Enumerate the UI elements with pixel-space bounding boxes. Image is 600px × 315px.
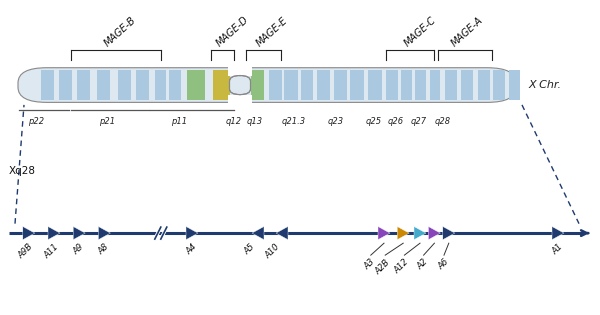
- Bar: [368, 70, 382, 100]
- Text: A8: A8: [97, 243, 111, 257]
- Bar: [155, 70, 166, 100]
- Bar: [269, 70, 282, 100]
- Bar: [136, 70, 149, 100]
- Polygon shape: [48, 226, 60, 240]
- Bar: [187, 70, 205, 100]
- Bar: [430, 70, 440, 100]
- Bar: [401, 70, 412, 100]
- Text: A5: A5: [243, 243, 257, 257]
- Text: A10: A10: [263, 243, 281, 261]
- Text: q21.3: q21.3: [282, 117, 306, 126]
- Text: MAGE-E: MAGE-E: [254, 15, 289, 49]
- Bar: [284, 70, 298, 100]
- Polygon shape: [73, 226, 85, 240]
- Bar: [478, 70, 490, 100]
- Polygon shape: [23, 226, 35, 240]
- Text: q13: q13: [247, 117, 263, 126]
- Text: MAGE-B: MAGE-B: [103, 15, 138, 49]
- Text: A6: A6: [436, 258, 451, 272]
- Polygon shape: [443, 226, 455, 240]
- Text: X Chr.: X Chr.: [528, 80, 561, 90]
- Bar: [334, 70, 347, 100]
- Bar: [251, 70, 264, 100]
- Text: A2B: A2B: [373, 258, 392, 276]
- Text: MAGE-D: MAGE-D: [214, 14, 250, 49]
- FancyBboxPatch shape: [18, 68, 516, 102]
- Bar: [317, 70, 330, 100]
- Text: MAGE-C: MAGE-C: [403, 15, 438, 49]
- Text: A4: A4: [184, 243, 199, 257]
- Text: p22: p22: [28, 117, 44, 126]
- Bar: [59, 70, 72, 100]
- Text: A12: A12: [393, 258, 411, 276]
- Bar: [169, 70, 181, 100]
- Text: q12: q12: [226, 117, 242, 126]
- Polygon shape: [552, 226, 564, 240]
- Text: A11: A11: [43, 243, 61, 261]
- Polygon shape: [252, 226, 264, 240]
- Bar: [41, 70, 54, 100]
- Text: MAGE-A: MAGE-A: [449, 15, 485, 49]
- Text: q27: q27: [411, 117, 427, 126]
- Polygon shape: [276, 226, 288, 240]
- Text: A2: A2: [416, 258, 430, 272]
- Text: p21: p21: [99, 117, 115, 126]
- Text: q23: q23: [328, 117, 344, 126]
- Bar: [386, 70, 398, 100]
- Bar: [493, 70, 505, 100]
- Bar: [213, 70, 230, 100]
- Bar: [229, 65, 252, 76]
- Text: A1: A1: [550, 243, 565, 257]
- Bar: [415, 70, 426, 100]
- Polygon shape: [98, 226, 110, 240]
- Bar: [118, 70, 131, 100]
- Text: A9: A9: [71, 243, 86, 257]
- Polygon shape: [428, 226, 440, 240]
- Bar: [229, 94, 252, 106]
- Bar: [445, 70, 457, 100]
- Bar: [97, 70, 110, 100]
- Text: q25: q25: [365, 117, 381, 126]
- Text: q28: q28: [435, 117, 451, 126]
- Text: A9B: A9B: [17, 243, 35, 261]
- Text: Xq28: Xq28: [9, 166, 36, 176]
- Polygon shape: [378, 226, 390, 240]
- Bar: [301, 70, 313, 100]
- Polygon shape: [186, 226, 198, 240]
- Polygon shape: [397, 226, 409, 240]
- Polygon shape: [414, 226, 426, 240]
- Bar: [350, 70, 364, 100]
- Bar: [77, 70, 90, 100]
- Bar: [509, 70, 520, 100]
- Bar: [461, 70, 473, 100]
- Text: p11: p11: [171, 117, 187, 126]
- Text: q26: q26: [388, 117, 404, 126]
- Text: A3: A3: [363, 258, 377, 272]
- FancyBboxPatch shape: [229, 76, 251, 94]
